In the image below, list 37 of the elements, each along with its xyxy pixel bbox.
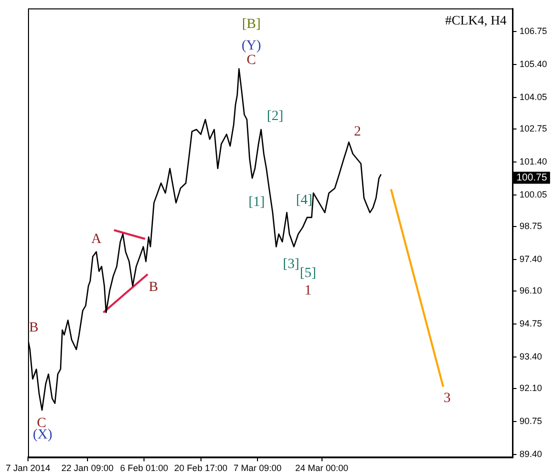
y-tick-label: 101.40 [519,156,548,166]
y-tick-label: 106.75 [519,26,548,36]
annotation: [1] [248,194,265,210]
text: 100.75 [516,172,548,184]
y-tick-label: 97.40 [519,254,542,264]
x-tick-label: 6 Feb 01:00 [120,463,168,474]
annotation: [2] [266,108,284,124]
annotation: [4] [296,193,312,208]
annotation: [5] [300,266,316,281]
y-tick-label: 94.75 [519,318,542,328]
x-tick-label: 20 Feb 17:00 [174,463,228,474]
annotation: C [246,53,256,68]
y-tick-label: 98.75 [519,220,542,231]
y-tick-label: 93.40 [519,351,542,362]
annotation: [B] [242,16,261,32]
y-tick-label: 89.40 [519,448,542,459]
annotation: (X) [32,427,53,442]
annotation: [3] [282,256,300,272]
annotation: (Y) [242,38,262,54]
y-tick-label: 100.05 [519,189,548,200]
x-tick-label: 7 Mar 09:00 [233,463,282,474]
x-tick-label: 7 Jan 2014 [6,463,50,474]
annotation: 1 [304,283,312,298]
chart-title: #CLK4, H4 [445,12,507,28]
annotation: B [148,280,158,296]
annotation: B [29,320,38,336]
y-tick-label: 102.75 [519,123,548,134]
x-tick-label: 24 Mar 00:00 [295,463,348,474]
x-tick-label: 22 Jan 09:00 [61,463,114,474]
y-tick-label: 104.05 [519,92,548,102]
annotation: A [91,232,102,248]
annotation: 2 [354,124,361,140]
y-tick-label: 90.75 [519,416,542,426]
y-tick-label: 96.10 [519,286,542,296]
y-tick-label: 92.10 [519,382,542,393]
y-tick-label: 105.40 [519,58,548,69]
annotation: 3 [444,391,451,406]
